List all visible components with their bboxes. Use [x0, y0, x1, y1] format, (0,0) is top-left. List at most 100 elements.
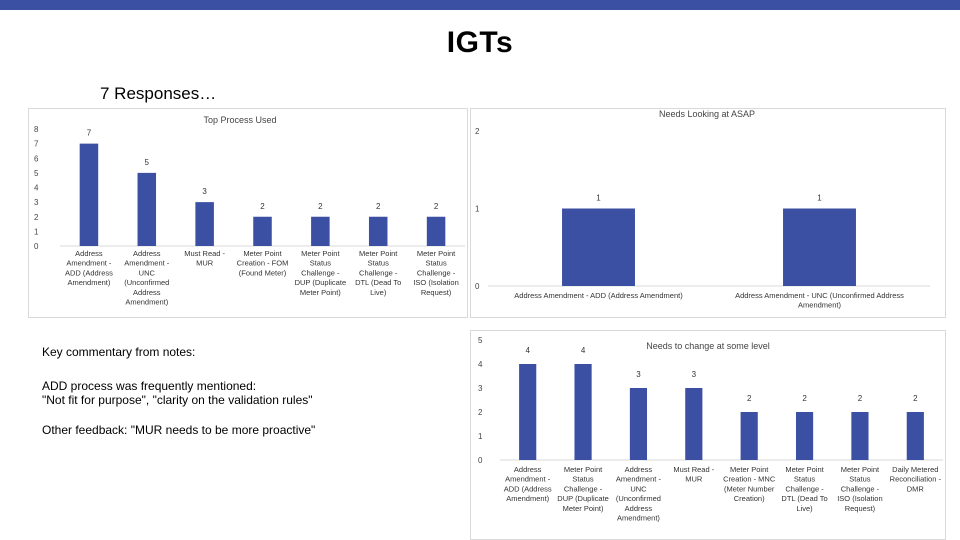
x-tick-label-line: (Unconfirmed	[616, 494, 661, 503]
bar	[253, 216, 272, 246]
data-label: 2	[747, 394, 752, 403]
x-tick-label-line: Live)	[796, 504, 813, 513]
x-tick-label-line: Address	[133, 249, 161, 258]
y-tick-label: 1	[478, 432, 483, 441]
x-tick-label-line: Amendment)	[798, 301, 841, 310]
x-tick-label: Daily Metered Reconciliation -DMR	[890, 465, 942, 493]
data-label: 1	[817, 194, 822, 203]
x-tick-label-line: ISO (Isolation	[837, 494, 882, 503]
y-tick-label: 0	[34, 242, 39, 251]
y-tick-label: 1	[475, 205, 480, 214]
slide-subtitle: 7 Responses…	[100, 84, 217, 103]
x-tick-label: Meter Point Status Challenge -DTL (Dead To…	[781, 465, 827, 513]
data-label: 5	[145, 158, 150, 167]
x-tick-label-line: Creation - FOM	[237, 259, 289, 268]
x-tick-label-line: Meter Point	[301, 249, 340, 258]
x-tick-label-line: Daily Metered	[892, 465, 938, 474]
y-tick-label: 4	[34, 184, 39, 193]
chart-frame	[28, 108, 468, 318]
data-label: 1	[596, 194, 601, 203]
notes-line-quotes: "Not fit for purpose", "clarity on the v…	[42, 393, 313, 407]
x-tick-label-line: Meter Point	[841, 465, 880, 474]
bar	[795, 412, 814, 460]
x-tick-label-line: Challenge -	[359, 268, 398, 277]
data-label: 2	[376, 202, 381, 211]
data-label: 2	[260, 202, 265, 211]
data-label: 2	[318, 202, 323, 211]
y-tick-label: 8	[34, 125, 39, 134]
chart-frame	[470, 108, 946, 318]
x-tick-label-line: Amendment -	[505, 475, 551, 484]
bar	[519, 364, 537, 460]
x-tick-label-line: Challenge -	[785, 484, 824, 493]
notes-line-other-feedback: Other feedback: "MUR needs to be more pr…	[42, 423, 316, 437]
bar	[137, 172, 157, 246]
x-tick-label-line: Amendment -	[66, 259, 112, 268]
x-tick-label-line: Amendment -	[124, 259, 170, 268]
x-tick-label-line: Amendment)	[506, 494, 549, 503]
x-tick-label-line: DTL (Dead To	[355, 278, 401, 287]
x-tick-label-line: Challenge -	[841, 484, 880, 493]
x-tick-label-line: (Found Meter)	[239, 268, 287, 277]
y-tick-label: 3	[478, 384, 483, 393]
y-tick-label: 6	[34, 154, 39, 163]
x-tick-label-line: DMR	[907, 484, 925, 493]
x-tick-label-line: Status	[310, 259, 332, 268]
data-label: 7	[87, 129, 92, 138]
x-tick-label-line: UNC	[630, 484, 647, 493]
y-tick-label: 7	[34, 140, 39, 149]
x-tick-label-line: Amendment)	[67, 278, 110, 287]
bar	[629, 388, 648, 460]
x-tick-label-line: Status	[572, 475, 594, 484]
y-tick-label: 3	[34, 198, 39, 207]
bar	[783, 208, 856, 286]
x-tick-label-line: Meter Point	[359, 249, 398, 258]
x-tick-label-line: Address	[625, 465, 653, 474]
x-tick-label: Address Amendment -ADD (Address Amendment)	[65, 249, 113, 287]
x-tick-label-line: Creation - MNC	[723, 475, 776, 484]
x-tick-label-line: Reconciliation -	[890, 475, 942, 484]
x-tick-label: Meter Point Status Challenge -DUP (Duplica…	[295, 249, 347, 297]
x-tick-label-line: Challenge -	[301, 268, 340, 277]
x-tick-label-line: Challenge -	[564, 484, 603, 493]
notes-line-add-process: ADD process was frequently mentioned:	[42, 379, 257, 393]
chart-title: Needs Looking at ASAP	[659, 109, 755, 119]
x-tick-label-line: Address	[625, 504, 653, 513]
chart-needs-to-change: Needs to change at some level 0 1 2 3 4 5 4 Add…	[470, 330, 946, 540]
x-tick-label-line: DTL (Dead To	[781, 494, 827, 503]
y-tick-label: 5	[478, 336, 483, 345]
x-tick-label-line: Address	[514, 465, 542, 474]
key-commentary: Key commentary from notes: ADD process w…	[42, 345, 462, 437]
bar	[79, 143, 99, 246]
x-tick-label-line: MUR	[196, 259, 214, 268]
y-tick-label: 2	[34, 213, 39, 222]
chart-needs-looking-at-asap: Needs Looking at ASAP 0 1 2 1 Address Amendm…	[470, 108, 946, 318]
data-label: 3	[636, 370, 641, 379]
x-tick-label-line: Meter Point	[417, 249, 456, 258]
x-tick-label-line: (Meter Number	[724, 484, 775, 493]
x-tick-label: Address Amendment -UNC (Unconfirmed Address…	[616, 465, 662, 523]
data-label: 2	[802, 394, 807, 403]
top-accent-bar	[0, 0, 960, 10]
x-tick-label-line: ADD (Address	[504, 484, 552, 493]
y-tick-label: 2	[478, 408, 483, 417]
data-label: 3	[692, 370, 697, 379]
x-tick-label: Meter Point Status Challenge -ISO (Isolati…	[413, 249, 458, 297]
y-tick-label: 5	[34, 169, 39, 178]
x-tick-label-line: Meter Point	[243, 249, 282, 258]
x-tick-label: Meter Point Status Challenge -ISO (Isolati…	[837, 465, 882, 513]
bar	[311, 216, 330, 246]
data-label: 3	[202, 187, 207, 196]
notes-heading: Key commentary from notes:	[42, 345, 196, 359]
x-tick-label-line: Must Read -	[184, 249, 225, 258]
x-tick-label: Address Amendment -ADD (Address Amendment)	[504, 465, 552, 503]
slide-title: IGTs	[446, 26, 514, 59]
data-label: 2	[434, 202, 439, 211]
x-tick-label-line: Request)	[421, 288, 452, 297]
x-tick-label-line: Amendment)	[125, 298, 168, 307]
x-tick-label: Address Amendment - UNC (Unconfirmed Add…	[735, 291, 904, 310]
x-tick-label: Must Read -MUR	[184, 249, 225, 268]
x-tick-label-line: Status	[849, 475, 871, 484]
data-label: 2	[858, 394, 863, 403]
